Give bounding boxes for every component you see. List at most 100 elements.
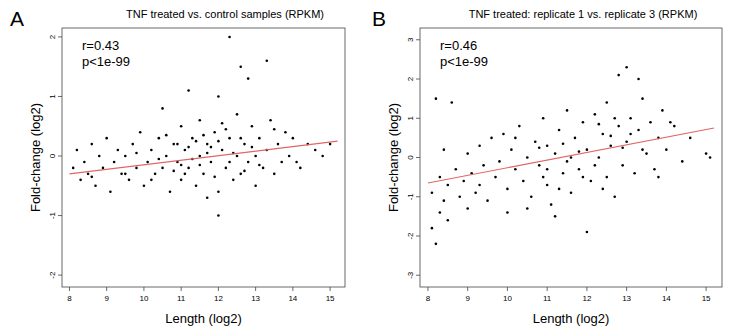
point [542, 176, 545, 179]
point [258, 164, 261, 167]
point [273, 128, 276, 131]
point [454, 168, 457, 171]
point [439, 176, 442, 179]
point [180, 164, 183, 167]
x-tick-label: 13 [622, 294, 631, 303]
y-axis-label: Fold-change (log2) [386, 103, 401, 212]
fit-line [69, 141, 337, 174]
point [191, 137, 194, 140]
point [598, 156, 601, 159]
point [617, 74, 620, 77]
point [217, 214, 220, 217]
fit-line [428, 128, 714, 183]
y-axis-label: Fold-change (log2) [28, 103, 43, 212]
point [213, 176, 216, 179]
plot-area [428, 66, 714, 245]
point [76, 149, 79, 152]
point [435, 97, 438, 100]
x-tick-label: 14 [662, 294, 671, 303]
point [202, 173, 205, 176]
point [269, 119, 272, 122]
point [649, 121, 652, 124]
point [299, 167, 302, 170]
point [169, 190, 172, 193]
point [609, 144, 612, 147]
point [621, 164, 624, 167]
x-tick [330, 287, 331, 291]
title: TNF treated vs. control samples (RPKM) [126, 8, 324, 20]
point [709, 156, 712, 159]
y-tick-label: -1 [48, 211, 57, 219]
point [637, 129, 640, 132]
point [657, 176, 660, 179]
point [625, 141, 628, 144]
point [243, 170, 246, 173]
point [506, 188, 509, 191]
point [146, 161, 149, 164]
point [578, 150, 581, 153]
point [629, 133, 632, 136]
title: TNF treated: replicate 1 vs. replicate 3… [469, 8, 698, 20]
y-tick [58, 156, 62, 157]
point [705, 152, 708, 155]
x-tick-label: 14 [288, 294, 297, 303]
y-tick-label: 3 [406, 37, 415, 42]
x-tick [69, 287, 70, 291]
point [594, 113, 597, 116]
point [594, 164, 597, 167]
point [637, 78, 640, 81]
annotation: p<1e-99 [440, 54, 488, 69]
point [586, 231, 589, 234]
point [247, 161, 250, 164]
point [184, 173, 187, 176]
x-tick-label: 12 [214, 294, 223, 303]
point [284, 131, 287, 134]
x-tick-label: 10 [139, 294, 148, 303]
x-tick [143, 287, 144, 291]
point [586, 148, 589, 151]
y-tick-label: -1 [406, 193, 415, 201]
point [236, 113, 239, 116]
y-tick [416, 118, 420, 119]
point [466, 207, 469, 210]
point [280, 161, 283, 164]
x-tick [626, 287, 627, 291]
point [105, 137, 108, 140]
x-tick-label: 13 [251, 294, 260, 303]
point [87, 173, 90, 176]
point [172, 143, 175, 146]
point [526, 156, 529, 159]
y-tick-label: 1 [406, 115, 415, 120]
point [554, 215, 557, 218]
point [213, 131, 216, 134]
point [113, 161, 116, 164]
y-tick [58, 275, 62, 276]
y-tick-label: 0 [406, 155, 415, 160]
point [582, 176, 585, 179]
point [466, 152, 469, 155]
x-tick [181, 287, 182, 291]
point [210, 146, 213, 149]
point [613, 195, 616, 198]
point [506, 211, 509, 214]
x-tick [292, 287, 293, 291]
y-tick-label: 0 [48, 153, 57, 158]
point [562, 142, 565, 145]
point [221, 149, 224, 152]
point [447, 219, 450, 222]
point [165, 134, 168, 137]
x-tick [706, 287, 707, 291]
x-tick [586, 287, 587, 291]
point [176, 143, 179, 146]
point [641, 97, 644, 100]
y-tick-label: -2 [406, 232, 415, 240]
point [570, 156, 573, 159]
point [450, 101, 453, 104]
point [165, 155, 168, 158]
panel-label: A [10, 7, 24, 30]
x-axis-label: Length (log2) [533, 311, 610, 326]
point [158, 158, 161, 161]
y-tick [416, 275, 420, 276]
point [161, 107, 164, 110]
y-tick [416, 79, 420, 80]
